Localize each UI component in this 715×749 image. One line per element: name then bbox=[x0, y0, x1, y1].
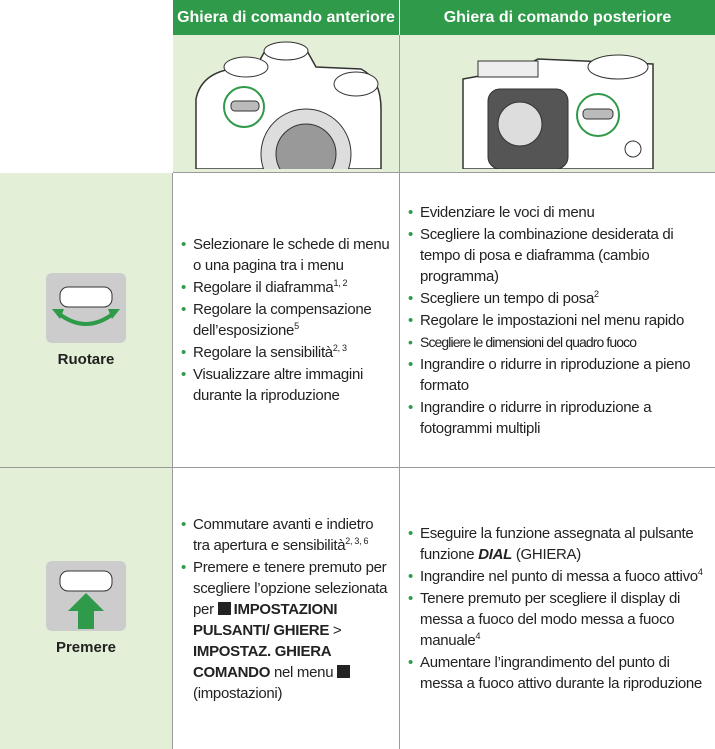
item-text: Scegliere le dimensioni del quadro fuoco bbox=[420, 333, 637, 350]
list: Evidenziare le voci di menu Scegliere la… bbox=[408, 201, 709, 440]
footnote: 2 bbox=[593, 288, 599, 299]
item-text: Ingrandire o ridurre in riproduzione a f… bbox=[420, 398, 652, 437]
item-text: Regolare la compensazione dell’esposizio… bbox=[193, 301, 372, 339]
list-item: Selezionare le schede di menu o una pagi… bbox=[181, 234, 393, 276]
footnote: 2, 3, 6 bbox=[345, 535, 369, 546]
list: Selezionare le schede di menu o una pagi… bbox=[181, 233, 393, 407]
list-item: Regolare le impostazioni nel menu rapido bbox=[408, 310, 709, 331]
list-item: Regolare la compensazione dell’esposizio… bbox=[181, 299, 393, 341]
item-text: Ingrandire o ridurre in riproduzione a p… bbox=[420, 355, 691, 394]
footnote: 2, 3 bbox=[332, 343, 347, 353]
header-text: Ghiera di comando anteriore bbox=[177, 8, 395, 26]
row-header: Premere bbox=[0, 468, 173, 749]
button-name: DIAL bbox=[478, 546, 512, 563]
list: Commutare avanti e indietro tra apertura… bbox=[181, 513, 393, 705]
list-item: Scegliere le dimensioni del quadro fuoco bbox=[408, 332, 709, 353]
item-text: (GHIERA) bbox=[515, 546, 581, 563]
camera-back-illustration bbox=[461, 54, 654, 169]
footnote: 5 bbox=[294, 321, 299, 331]
list-item: Evidenziare le voci di menu bbox=[408, 202, 709, 223]
corner bbox=[0, 0, 173, 173]
image-cell bbox=[400, 35, 715, 173]
list-item: Regolare il diaframma1, 2 bbox=[181, 277, 393, 298]
cell: Commutare avanti e indietro tra apertura… bbox=[173, 468, 400, 749]
image-cell bbox=[173, 35, 400, 173]
row-label: Premere bbox=[55, 639, 117, 656]
menu-path: IMPOSTAZ. GHIERA COMANDO bbox=[193, 642, 331, 681]
rotate-icon bbox=[46, 272, 126, 343]
item-text: (impostazioni) bbox=[193, 684, 283, 702]
item-text: Aumentare l’ingrandimento del punto di m… bbox=[420, 654, 702, 692]
item-text: Ingrandire nel punto di messa a fuoco at… bbox=[420, 568, 698, 585]
settings-icon bbox=[217, 601, 231, 615]
item-text: Regolare le impostazioni nel menu rapido bbox=[420, 311, 684, 329]
item-text: Evidenziare le voci di menu bbox=[420, 203, 595, 221]
header-cell: Ghiera di comando anteriore bbox=[173, 0, 400, 35]
press-icon bbox=[46, 561, 126, 631]
list-item: Regolare la sensibilità2, 3 bbox=[181, 342, 393, 363]
item-text: Commutare avanti e indietro tra apertura… bbox=[193, 515, 374, 554]
item-text: nel menu bbox=[273, 663, 334, 681]
row-header: Ruotare bbox=[0, 173, 173, 468]
item-text: Selezionare le schede di menu o una pagi… bbox=[193, 236, 390, 274]
list-item: Ingrandire o ridurre in riproduzione a p… bbox=[408, 354, 709, 396]
item-text: Visualizzare altre immagini durante la r… bbox=[193, 366, 364, 404]
settings-icon bbox=[337, 664, 351, 678]
item-text: Eseguire la funzione assegnata al pulsan… bbox=[420, 525, 694, 563]
item-text: Premere e tenere premuto per scegliere l… bbox=[193, 558, 388, 618]
list-item: Scegliere la combinazione desiderata di … bbox=[408, 224, 709, 287]
list-item: Ingrandire nel punto di messa a fuoco at… bbox=[408, 566, 709, 587]
menu-path: IMPOSTAZIONI PULSANTI/ GHIERE bbox=[193, 600, 338, 639]
list-item: Visualizzare altre immagini durante la r… bbox=[181, 364, 393, 406]
list-item: Commutare avanti e indietro tra apertura… bbox=[181, 514, 393, 556]
list: Eseguire la funzione assegnata al pulsan… bbox=[408, 522, 709, 695]
list-item: Eseguire la funzione assegnata al pulsan… bbox=[408, 523, 709, 565]
footnote: 4 bbox=[475, 631, 481, 641]
cell: Selezionare le schede di menu o una pagi… bbox=[173, 173, 400, 468]
item-text: Regolare il diaframma bbox=[193, 279, 334, 296]
cell: Evidenziare le voci di menu Scegliere la… bbox=[400, 173, 715, 468]
camera-front-illustration bbox=[195, 41, 382, 169]
footnote: 1, 2 bbox=[333, 278, 348, 288]
list-item: Tenere premuto per scegliere il display … bbox=[408, 588, 709, 651]
list-item: Scegliere un tempo di posa2 bbox=[408, 288, 709, 309]
header-text: Ghiera di comando posteriore bbox=[443, 8, 672, 26]
item-text: Scegliere un tempo di posa bbox=[420, 289, 594, 307]
list-item: Premere e tenere premuto per scegliere l… bbox=[181, 557, 393, 704]
header-cell: Ghiera di comando posteriore bbox=[400, 0, 715, 35]
footnote: 4 bbox=[697, 567, 703, 577]
item-text: Regolare la sensibilità bbox=[193, 344, 333, 361]
list-item: Aumentare l’ingrandimento del punto di m… bbox=[408, 652, 709, 694]
list-item: Ingrandire o ridurre in riproduzione a f… bbox=[408, 397, 709, 439]
cell: Eseguire la funzione assegnata al pulsan… bbox=[400, 468, 715, 749]
row-label: Ruotare bbox=[57, 350, 115, 368]
item-text: Scegliere la combinazione desiderata di … bbox=[420, 225, 674, 285]
separator: > bbox=[332, 621, 342, 639]
item-text: Tenere premuto per scegliere il display … bbox=[420, 590, 681, 649]
